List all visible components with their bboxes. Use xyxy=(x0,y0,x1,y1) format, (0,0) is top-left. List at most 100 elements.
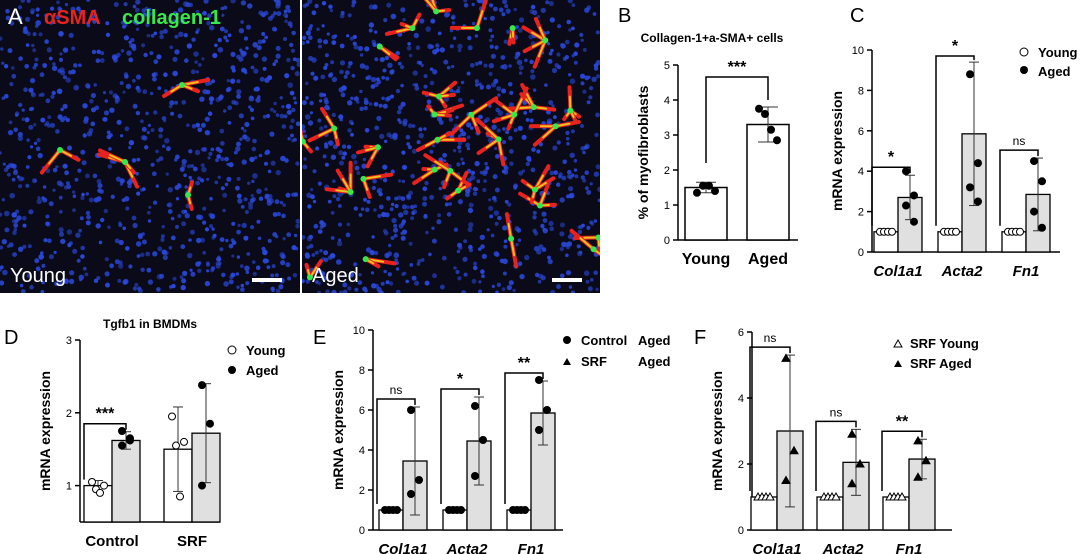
nucleus xyxy=(167,209,173,214)
nucleus xyxy=(525,161,530,167)
nucleus xyxy=(175,197,180,201)
nucleus xyxy=(219,247,224,252)
nucleus xyxy=(265,259,270,263)
nucleus xyxy=(37,152,43,159)
nucleus xyxy=(536,15,541,19)
nucleus xyxy=(214,20,219,24)
nucleus xyxy=(44,39,49,44)
nucleus xyxy=(397,195,402,200)
nucleus xyxy=(335,259,342,265)
nucleus xyxy=(287,82,294,88)
nucleus xyxy=(68,32,74,38)
nucleus xyxy=(222,208,226,213)
nucleus xyxy=(302,100,307,106)
nucleus xyxy=(286,232,292,238)
bar xyxy=(111,439,141,523)
nucleus xyxy=(104,271,110,277)
nucleus xyxy=(231,254,235,258)
cell-body xyxy=(495,136,502,143)
nucleus xyxy=(593,171,600,177)
nucleus xyxy=(0,265,4,270)
nucleus xyxy=(389,207,394,212)
nucleus xyxy=(457,97,463,103)
nucleus xyxy=(264,35,268,40)
myofibroblast xyxy=(376,43,400,62)
nucleus xyxy=(166,146,171,151)
data-point xyxy=(1016,227,1024,236)
nucleus xyxy=(123,35,129,41)
nucleus xyxy=(398,120,403,125)
nucleus xyxy=(31,43,35,48)
nucleus xyxy=(443,96,450,102)
nucleus xyxy=(201,167,207,173)
nucleus xyxy=(62,47,69,53)
nucleus xyxy=(17,135,24,141)
x-tick-label: Fn1 xyxy=(896,541,923,554)
data-point xyxy=(761,110,769,118)
stain-label-green: collagen-1 xyxy=(122,7,221,29)
nucleus xyxy=(249,156,255,163)
nucleus xyxy=(182,270,188,276)
nucleus xyxy=(120,20,126,25)
nucleus xyxy=(517,28,523,33)
nucleus xyxy=(536,149,541,154)
nucleus xyxy=(52,188,56,192)
nucleus xyxy=(553,170,558,175)
nucleus xyxy=(560,273,565,279)
nucleus xyxy=(105,21,110,26)
nucleus xyxy=(532,210,537,215)
nucleus xyxy=(382,103,388,109)
nucleus xyxy=(306,40,310,44)
nucleus xyxy=(38,32,43,37)
nucleus xyxy=(335,196,341,202)
nucleus xyxy=(266,265,271,269)
nucleus xyxy=(586,189,592,195)
nucleus xyxy=(480,269,485,275)
significance-bracket xyxy=(881,430,923,491)
nucleus xyxy=(321,24,325,28)
nucleus xyxy=(98,240,103,245)
nucleus xyxy=(531,147,536,152)
nucleus xyxy=(321,1,327,6)
nucleus xyxy=(508,64,512,68)
nucleus xyxy=(401,204,408,210)
nucleus xyxy=(82,133,87,138)
nucleus xyxy=(395,267,400,271)
myofibroblast xyxy=(384,12,422,36)
nucleus xyxy=(223,5,228,10)
nucleus xyxy=(30,92,36,98)
nucleus xyxy=(319,249,323,253)
nucleus xyxy=(547,259,553,265)
nucleus xyxy=(58,209,63,214)
nucleus xyxy=(467,226,473,233)
significance-bracket xyxy=(376,398,416,504)
nucleus xyxy=(7,129,14,136)
nucleus xyxy=(261,39,266,44)
nucleus xyxy=(378,204,384,210)
nucleus xyxy=(544,83,548,87)
nucleus xyxy=(482,169,488,175)
nucleus xyxy=(435,43,440,48)
data-point xyxy=(952,227,960,236)
nucleus xyxy=(118,263,124,269)
nucleus xyxy=(29,145,34,149)
nucleus xyxy=(386,97,390,101)
nucleus xyxy=(565,39,570,45)
nucleus xyxy=(573,60,578,65)
nucleus xyxy=(338,150,344,156)
nucleus xyxy=(304,252,310,258)
nucleus xyxy=(54,281,59,287)
nucleus xyxy=(585,186,589,191)
nucleus xyxy=(501,12,506,17)
nucleus xyxy=(58,57,64,63)
nucleus xyxy=(363,106,368,111)
significance-label: ns xyxy=(830,405,843,419)
nuclei-layer xyxy=(302,0,600,293)
nucleus xyxy=(250,65,255,70)
nucleus xyxy=(518,65,524,71)
nucleus xyxy=(194,149,201,156)
nucleus xyxy=(353,206,358,211)
nucleus xyxy=(559,247,564,252)
nucleus xyxy=(36,198,42,205)
